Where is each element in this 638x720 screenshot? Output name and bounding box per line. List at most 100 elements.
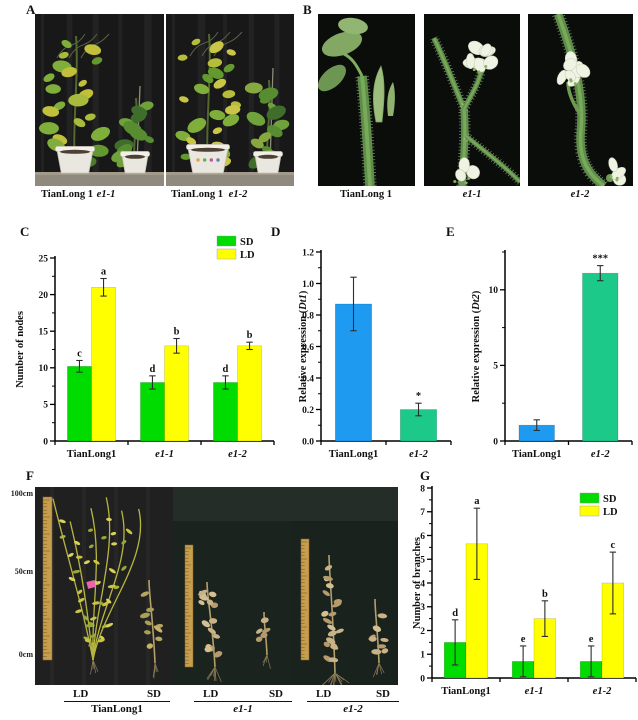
scale-mark-50cm: 50cm (14, 567, 33, 576)
svg-text:0: 0 (493, 437, 498, 447)
panel-label-e: E (446, 224, 455, 239)
svg-text:d: d (223, 364, 229, 375)
panel-b-caption-tianlong1: TianLong 1 (339, 189, 393, 200)
svg-text:5: 5 (493, 362, 498, 372)
svg-text:20: 20 (39, 291, 49, 301)
svg-text:d: d (150, 364, 156, 375)
legend-swatch-SD (579, 492, 600, 504)
f-group-e1-1: LD SD e1-1 (194, 688, 292, 717)
panel-label-b: B (303, 2, 312, 17)
svg-text:3: 3 (420, 603, 425, 613)
bar-SD-TianLong1 (67, 366, 92, 442)
y-axis-title: Relative expression (Dt1) (298, 290, 309, 402)
bar-expression-e1-2 (582, 272, 619, 442)
panel-a-caption-e1-2: e1-2 (228, 189, 248, 200)
f-ld-label: LD (73, 688, 89, 700)
svg-text:TianLong1: TianLong1 (329, 449, 378, 460)
svg-text:b: b (542, 589, 548, 600)
panel-a-caption-tianlong1-right: TianLong 1 (170, 189, 224, 200)
svg-text:0.4: 0.4 (302, 374, 314, 384)
svg-text:1.0: 1.0 (302, 280, 314, 290)
svg-text:5: 5 (43, 401, 48, 411)
f-conditions-row: LD SD (64, 688, 170, 702)
panel-b-photo-e1-2 (528, 14, 633, 186)
svg-text:e1-1: e1-1 (525, 686, 544, 697)
svg-text:e1-2: e1-2 (228, 449, 247, 460)
bar-SD-e1-2 (213, 382, 238, 442)
chart-relative-expression-dt1: 0.0 0.2 0.4 0.6 0.8 1.0 1.2 TianLong1 e1-2 * Relat… (298, 248, 452, 460)
svg-text:0.6: 0.6 (302, 343, 314, 353)
svg-text:5: 5 (420, 556, 425, 566)
svg-text:e: e (521, 634, 526, 645)
f-ld-label: LD (203, 688, 219, 700)
svg-text:10: 10 (39, 364, 49, 374)
svg-text:15: 15 (39, 328, 49, 338)
panel-a-caption-tianlong1-left: TianLong 1 (40, 189, 94, 200)
svg-text:6: 6 (420, 532, 425, 542)
svg-text:e: e (589, 634, 594, 645)
f-group-e1-2: LD SD e1-2 (307, 688, 399, 717)
chart-relative-expression-dt2: 0 5 10 TianLong1 e1-2 *** Relative expression … (471, 250, 633, 460)
svg-text:*: * (416, 391, 421, 402)
f-group-name: e1-1 (233, 703, 253, 715)
svg-text:7: 7 (420, 508, 425, 518)
svg-text:e1-1: e1-1 (155, 449, 174, 460)
svg-text:8: 8 (420, 484, 425, 494)
scale-mark-100cm: 100cm (10, 489, 33, 498)
svg-text:SD: SD (240, 237, 254, 248)
svg-text:0: 0 (420, 674, 425, 684)
y-axis-title: Number of branches (412, 537, 423, 629)
svg-text:TianLong1: TianLong1 (67, 449, 116, 460)
panel-f-photo-mature-plants (35, 487, 398, 685)
svg-text:***: *** (592, 254, 608, 265)
svg-text:LD: LD (240, 250, 255, 261)
panel-label-g: G (420, 468, 431, 483)
legend-swatch-LD (579, 505, 600, 517)
f-group-tianlong1: LD SD TianLong1 (64, 688, 170, 717)
legend-swatch-LD (216, 248, 237, 260)
panel-b-caption-e1-2: e1-2 (570, 189, 590, 200)
svg-text:b: b (174, 327, 180, 338)
svg-text:b: b (247, 330, 253, 341)
y-axis-title: Relative expression (Dt2) (471, 290, 482, 402)
legend-swatch-SD (216, 235, 237, 247)
scale-mark-0cm: 0cm (18, 650, 33, 659)
chart-number-of-branches: 0 1 2 3 4 5 6 7 8 TianLong1 e1-1 e1-2 d e e a b c Number o… (412, 484, 637, 697)
f-ld-label: LD (316, 688, 332, 700)
svg-text:TianLong1: TianLong1 (441, 686, 490, 697)
svg-text:TianLong1: TianLong1 (512, 449, 561, 460)
panel-b-photo-tianlong1 (318, 14, 415, 186)
panel-a-photo-tianlong1-e1-1 (35, 14, 164, 186)
svg-text:1: 1 (420, 651, 425, 661)
panel-label-c: C (20, 224, 30, 239)
svg-text:10: 10 (489, 286, 499, 296)
svg-text:SD: SD (603, 494, 617, 505)
bar-LD-TianLong1 (91, 287, 116, 442)
f-conditions-row: LD SD (307, 688, 399, 702)
svg-text:e1-2: e1-2 (409, 449, 428, 460)
svg-text:1.2: 1.2 (302, 248, 314, 258)
svg-text:0.2: 0.2 (302, 406, 314, 416)
f-group-name: e1-2 (343, 703, 363, 715)
svg-text:a: a (101, 266, 107, 277)
bar-SD-e1-1 (140, 382, 165, 442)
panel-label-d: D (271, 224, 281, 239)
f-group-name: TianLong1 (91, 703, 143, 715)
panel-label-a: A (26, 2, 36, 17)
svg-text:d: d (452, 608, 458, 619)
svg-text:c: c (77, 348, 82, 359)
bar-LD-e1-1 (164, 345, 189, 442)
y-axis-title: Number of nodes (15, 311, 26, 388)
bar-LD-e1-2 (237, 345, 262, 442)
svg-text:LD: LD (603, 507, 618, 518)
svg-text:0.8: 0.8 (302, 311, 314, 321)
svg-text:25: 25 (39, 254, 49, 264)
f-sd-label: SD (146, 688, 161, 700)
svg-text:0: 0 (43, 437, 48, 447)
svg-text:2: 2 (420, 627, 425, 637)
panel-a-photo-tianlong1-e1-2 (166, 14, 294, 186)
panel-label-f: F (26, 468, 34, 483)
svg-text:e1-2: e1-2 (593, 686, 612, 697)
chart-number-of-nodes: 0 5 10 15 20 25 TianLong1 e1-1 e1-2 c d d a b b Number … (15, 235, 275, 460)
